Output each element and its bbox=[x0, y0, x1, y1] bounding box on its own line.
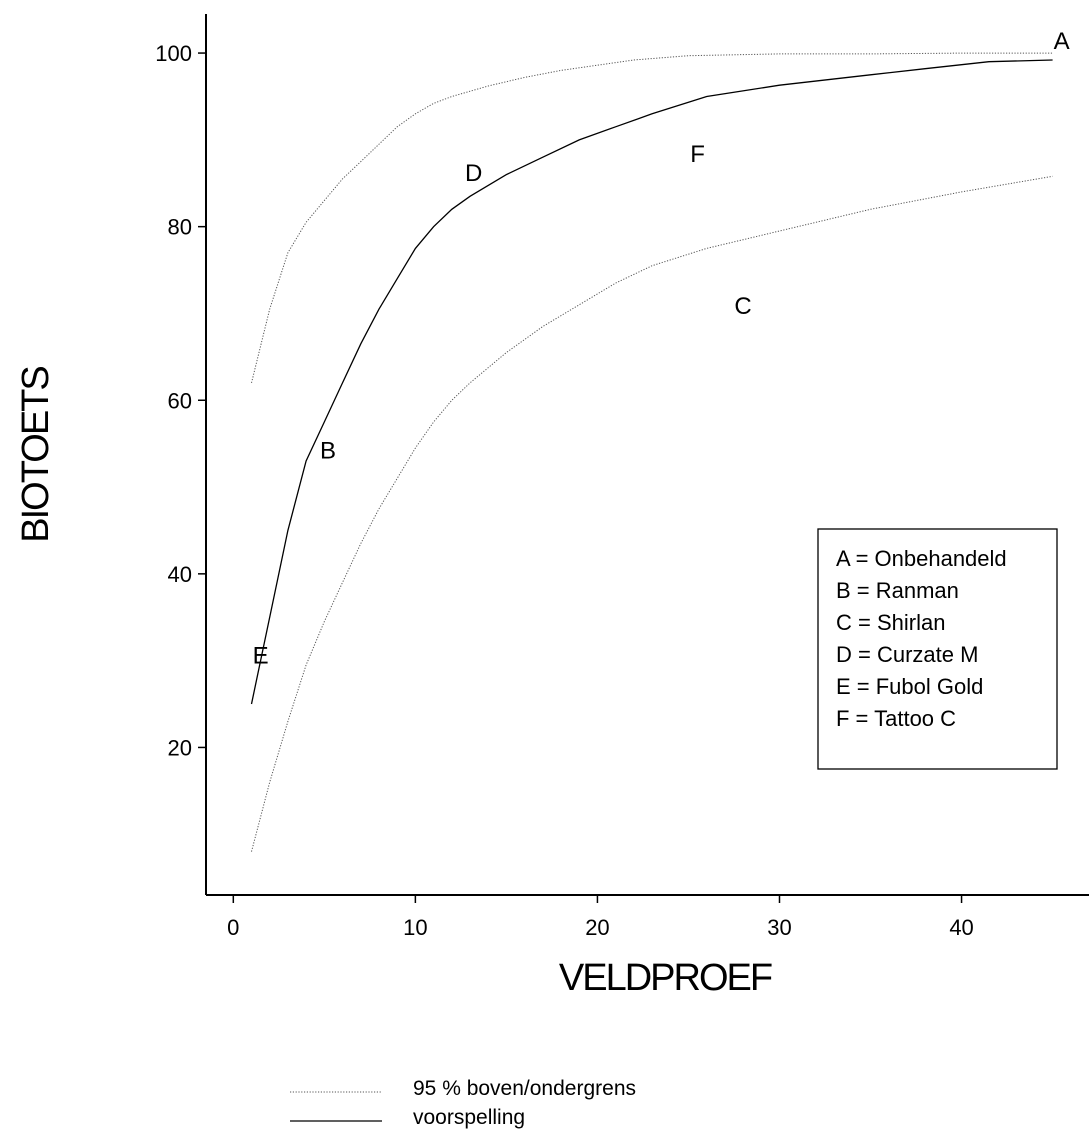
x-tick-label: 0 bbox=[227, 915, 239, 940]
key-box-frame bbox=[817, 528, 1058, 770]
x-tick-label: 40 bbox=[949, 915, 973, 940]
series-line-upper-bound bbox=[251, 52, 1053, 384]
point-labels-group: A B C D E F bbox=[253, 28, 1070, 670]
legend-label-prediction: voorspelling bbox=[413, 1106, 525, 1129]
axes-group bbox=[205, 14, 1089, 896]
key-entry-d: D = Curzate M bbox=[836, 642, 978, 667]
x-tick-label: 30 bbox=[767, 915, 791, 940]
point-label-b: B bbox=[320, 438, 336, 465]
y-tick-label: 40 bbox=[168, 562, 192, 587]
x-axis-label: VELDPROEF bbox=[559, 957, 772, 999]
key-entry-a: A = Onbehandeld bbox=[836, 546, 1007, 571]
y-ticks-group: 20 40 60 80 100 bbox=[155, 41, 206, 760]
y-tick-label: 80 bbox=[168, 215, 192, 240]
y-tick-label: 20 bbox=[168, 735, 192, 760]
y-tick-label: 100 bbox=[155, 41, 192, 66]
x-tick-label: 10 bbox=[403, 915, 427, 940]
key-entry-b: B = Ranman bbox=[836, 578, 959, 603]
y-tick-label: 60 bbox=[168, 388, 192, 413]
y-axis-label: BIOTOETS bbox=[15, 367, 57, 543]
curves-group bbox=[250, 52, 1053, 852]
key-entry-f: F = Tattoo C bbox=[836, 706, 956, 731]
point-label-e: E bbox=[253, 643, 269, 670]
series-line-lower-bound bbox=[251, 175, 1053, 852]
point-label-c: C bbox=[734, 293, 751, 320]
point-label-a: A bbox=[1054, 28, 1070, 55]
point-label-f: F bbox=[690, 141, 705, 168]
x-ticks-group: 0 10 20 30 40 bbox=[227, 895, 974, 940]
series-line-prediction bbox=[250, 59, 1053, 705]
key-entry-c: C = Shirlan bbox=[836, 610, 945, 635]
legend-label-bounds: 95 % boven/ondergrens bbox=[413, 1077, 636, 1100]
legend: 95 % boven/ondergrens voorspelling bbox=[290, 1077, 636, 1129]
key-box: A = Onbehandeld B = Ranman C = Shirlan D… bbox=[817, 528, 1058, 770]
x-tick-label: 20 bbox=[585, 915, 609, 940]
key-entry-e: E = Fubol Gold bbox=[836, 674, 983, 699]
point-label-d: D bbox=[465, 160, 482, 187]
